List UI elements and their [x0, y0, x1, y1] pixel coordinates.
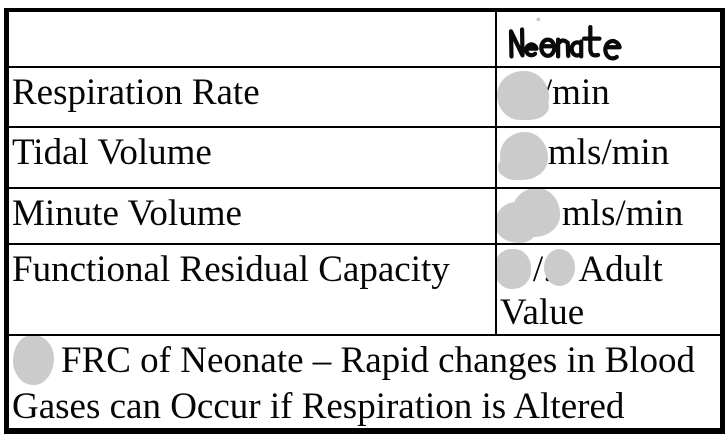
- table-row-functional-residual-capacity: Functional Residual Capacity /.Adult Val…: [5, 243, 724, 336]
- table-row-respiration-rate: Respiration Rate /min: [5, 66, 724, 128]
- footer-note-text: FRC of Neonate – Rapid changes in Blood …: [12, 340, 696, 427]
- header-neonate-cell: Neonate: [494, 9, 724, 68]
- fraction-slash: /: [532, 249, 544, 290]
- row-value-cell: mls/min: [494, 126, 724, 189]
- row-value-text: mls/min: [547, 132, 670, 173]
- row-value-cell: mls/min: [494, 187, 724, 245]
- frc-value-line2: Value: [499, 292, 585, 333]
- footer-note-cell: FRC of Neonate – Rapid changes in Blood …: [5, 334, 724, 432]
- handwritten-neonate-label: Neonate: [501, 16, 671, 65]
- header-corner-cell: [5, 9, 497, 68]
- neonate-values-table: Neonate Respiration Rate: [4, 8, 725, 434]
- table-row-minute-volume: Minute Volume mls/min: [5, 187, 724, 245]
- redaction-blob: [497, 249, 531, 289]
- row-label: Respiration Rate: [5, 66, 497, 128]
- row-label: Functional Residual Capacity: [5, 243, 497, 336]
- row-label: Minute Volume: [5, 187, 497, 245]
- table-row-tidal-volume: Tidal Volume mls/min: [5, 126, 724, 189]
- row-label: Tidal Volume: [5, 126, 497, 189]
- row-value-cell: /min: [494, 66, 724, 128]
- redaction-blob: [497, 154, 540, 180]
- redaction-blob: [497, 202, 540, 242]
- handwriting-strokes: [508, 17, 622, 61]
- row-value-text: mls/min: [561, 193, 684, 234]
- row-value-text: Adult: [578, 249, 663, 290]
- table-row-header: Neonate: [5, 9, 724, 68]
- row-value-text: /min: [541, 72, 610, 113]
- redaction-blob: [504, 94, 549, 120]
- row-value-cell: /.Adult Value: [494, 243, 724, 336]
- redaction-blob: [544, 249, 576, 286]
- table-row-footer-note: FRC of Neonate – Rapid changes in Blood …: [5, 334, 724, 432]
- frc-value-line1: /.Adult: [497, 248, 718, 291]
- redaction-blob: [13, 337, 54, 385]
- stray-ink-dot: [536, 17, 541, 22]
